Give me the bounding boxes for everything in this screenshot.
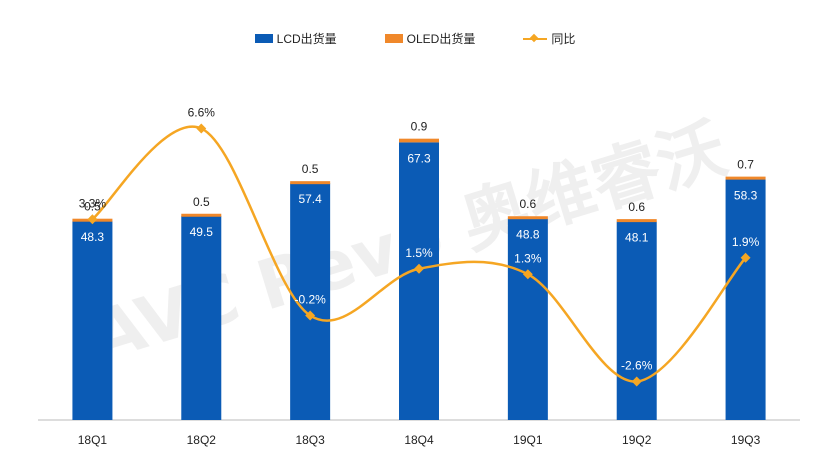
- yoy-point-19Q2: [631, 376, 642, 387]
- yoy-value-label-19Q3: 1.9%: [732, 235, 760, 249]
- x-tick-label-19Q3: 19Q3: [731, 433, 761, 447]
- bar-lcd-18Q1: [72, 220, 113, 420]
- oled-value-label-19Q2: 0.6: [628, 200, 645, 214]
- yoy-point-19Q3: [740, 252, 751, 263]
- lcd-value-label-19Q1: 48.8: [516, 228, 540, 242]
- yoy-line-swatch: [523, 33, 548, 45]
- legend-item-lcd: LCD出货量: [254, 30, 337, 47]
- yoy-point-19Q1: [522, 269, 533, 280]
- lcd-swatch: [254, 34, 273, 43]
- x-tick-label-18Q1: 18Q1: [78, 433, 108, 447]
- bar-lcd-18Q4: [399, 142, 439, 420]
- x-tick-label-19Q2: 19Q2: [622, 433, 652, 447]
- legend-item-yoy: 同比: [523, 30, 575, 47]
- oled-swatch: [384, 34, 403, 43]
- lcd-value-label-19Q3: 58.3: [734, 189, 758, 203]
- lcd-value-label-18Q3: 57.4: [298, 192, 322, 206]
- legend-label-oled: OLED出货量: [406, 32, 476, 46]
- lcd-value-label-18Q1: 48.3: [81, 230, 105, 244]
- lcd-value-label-18Q4: 67.3: [407, 151, 431, 165]
- oled-value-label-18Q2: 0.5: [193, 195, 210, 209]
- x-tick-label-18Q3: 18Q3: [295, 433, 325, 447]
- yoy-value-label-18Q2: 6.6%: [188, 106, 216, 120]
- chart-legend: LCD出货量 OLED出货量 同比: [0, 30, 830, 47]
- oled-value-label-19Q1: 0.6: [520, 197, 537, 211]
- yoy-point-18Q1: [87, 214, 98, 225]
- bar-oled-19Q1: [507, 216, 548, 220]
- yoy-point-18Q4: [414, 263, 424, 274]
- yoy-value-label-19Q2: -2.6%: [621, 359, 653, 373]
- lcd-value-label-18Q2: 49.5: [190, 225, 214, 239]
- oled-value-label-18Q1: 0.5: [84, 200, 101, 214]
- oled-value-label-18Q4: 0.9: [411, 120, 428, 134]
- yoy-point-18Q3: [305, 310, 316, 321]
- x-tick-label-19Q1: 19Q1: [513, 433, 543, 447]
- yoy-value-label-18Q3: -0.2%: [294, 293, 326, 307]
- yoy-value-label-19Q1: 1.3%: [514, 251, 542, 265]
- legend-label-yoy: 同比: [551, 32, 576, 46]
- legend-label-lcd: LCD出货量: [276, 32, 337, 46]
- bar-lcd-19Q1: [507, 218, 548, 420]
- bar-lcd-19Q2: [616, 221, 657, 420]
- bar-lcd-19Q3: [725, 179, 766, 420]
- x-tick-label-18Q2: 18Q2: [187, 433, 217, 447]
- yoy-value-label-18Q4: 1.5%: [405, 246, 433, 260]
- bar-oled-18Q2: [181, 213, 222, 217]
- bar-oled-18Q4: [399, 138, 439, 143]
- yoy-point-18Q2: [196, 123, 207, 134]
- lcd-value-label-19Q2: 48.1: [625, 231, 649, 245]
- bar-oled-18Q3: [290, 181, 331, 185]
- bar-oled-19Q2: [616, 219, 657, 223]
- bar-lcd-18Q2: [181, 215, 222, 420]
- x-tick-label-18Q4: 18Q4: [404, 433, 434, 447]
- oled-value-label-19Q3: 0.7: [737, 158, 754, 172]
- legend-item-oled: OLED出货量: [384, 30, 476, 47]
- yoy-value-label-18Q1: 3.3%: [79, 196, 107, 210]
- bar-oled-19Q3: [725, 176, 766, 180]
- oled-value-label-18Q3: 0.5: [302, 162, 319, 176]
